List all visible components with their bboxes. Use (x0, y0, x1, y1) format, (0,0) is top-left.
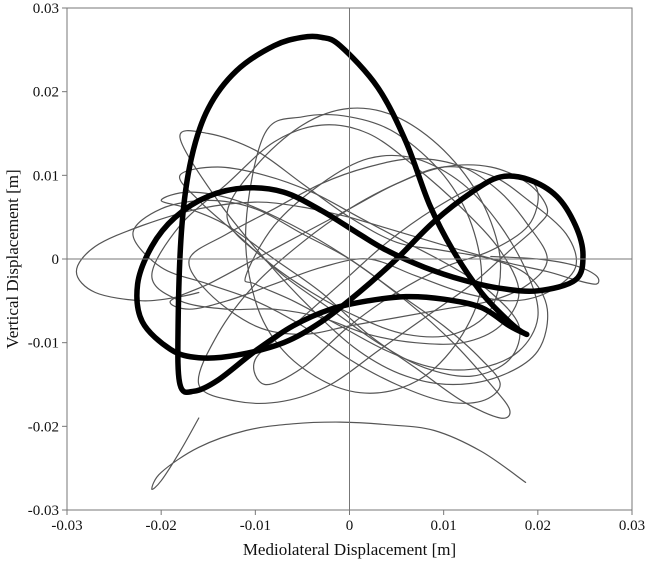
x-tick-label: 0.03 (619, 518, 645, 534)
thin-trajectory-line (179, 130, 549, 386)
thin-trajectory-line (178, 166, 521, 377)
thin-trajectory-line (253, 174, 539, 386)
x-axis-title: Mediolateral Displacement [m] (243, 540, 456, 559)
y-tick-label: -0.01 (28, 336, 59, 352)
thin-trajectory-line (151, 417, 527, 490)
x-tick-label: 0 (346, 518, 354, 534)
y-tick-label: 0.02 (33, 85, 59, 101)
plot-area (75, 33, 600, 490)
x-tick-label: -0.01 (240, 518, 271, 534)
x-tick-label: -0.03 (51, 518, 82, 534)
y-tick-label: 0.03 (33, 1, 59, 17)
thin-trajectory-line (132, 199, 501, 404)
y-tick-label: -0.03 (28, 503, 59, 519)
y-tick-label: -0.02 (28, 419, 59, 435)
bold-trajectory-line (134, 173, 586, 361)
thin-trajectory-line (160, 191, 511, 419)
thin-trajectory-line (75, 201, 351, 302)
bold-trajectory-line (175, 33, 530, 396)
x-tick-label: 0.02 (525, 518, 551, 534)
x-tick-label: 0.01 (431, 518, 457, 534)
thin-trajectory-line (244, 114, 483, 394)
x-tick-label: -0.02 (146, 518, 177, 534)
y-axis-title: Vertical Displacement [m] (3, 169, 22, 348)
y-tick-label: 0 (52, 252, 60, 268)
axes: -0.03 -0.02 -0.01 0 0.01 0.02 0.03 -0.03 -0.02 -0… (28, 1, 645, 534)
y-tick-label: 0.01 (33, 168, 59, 184)
